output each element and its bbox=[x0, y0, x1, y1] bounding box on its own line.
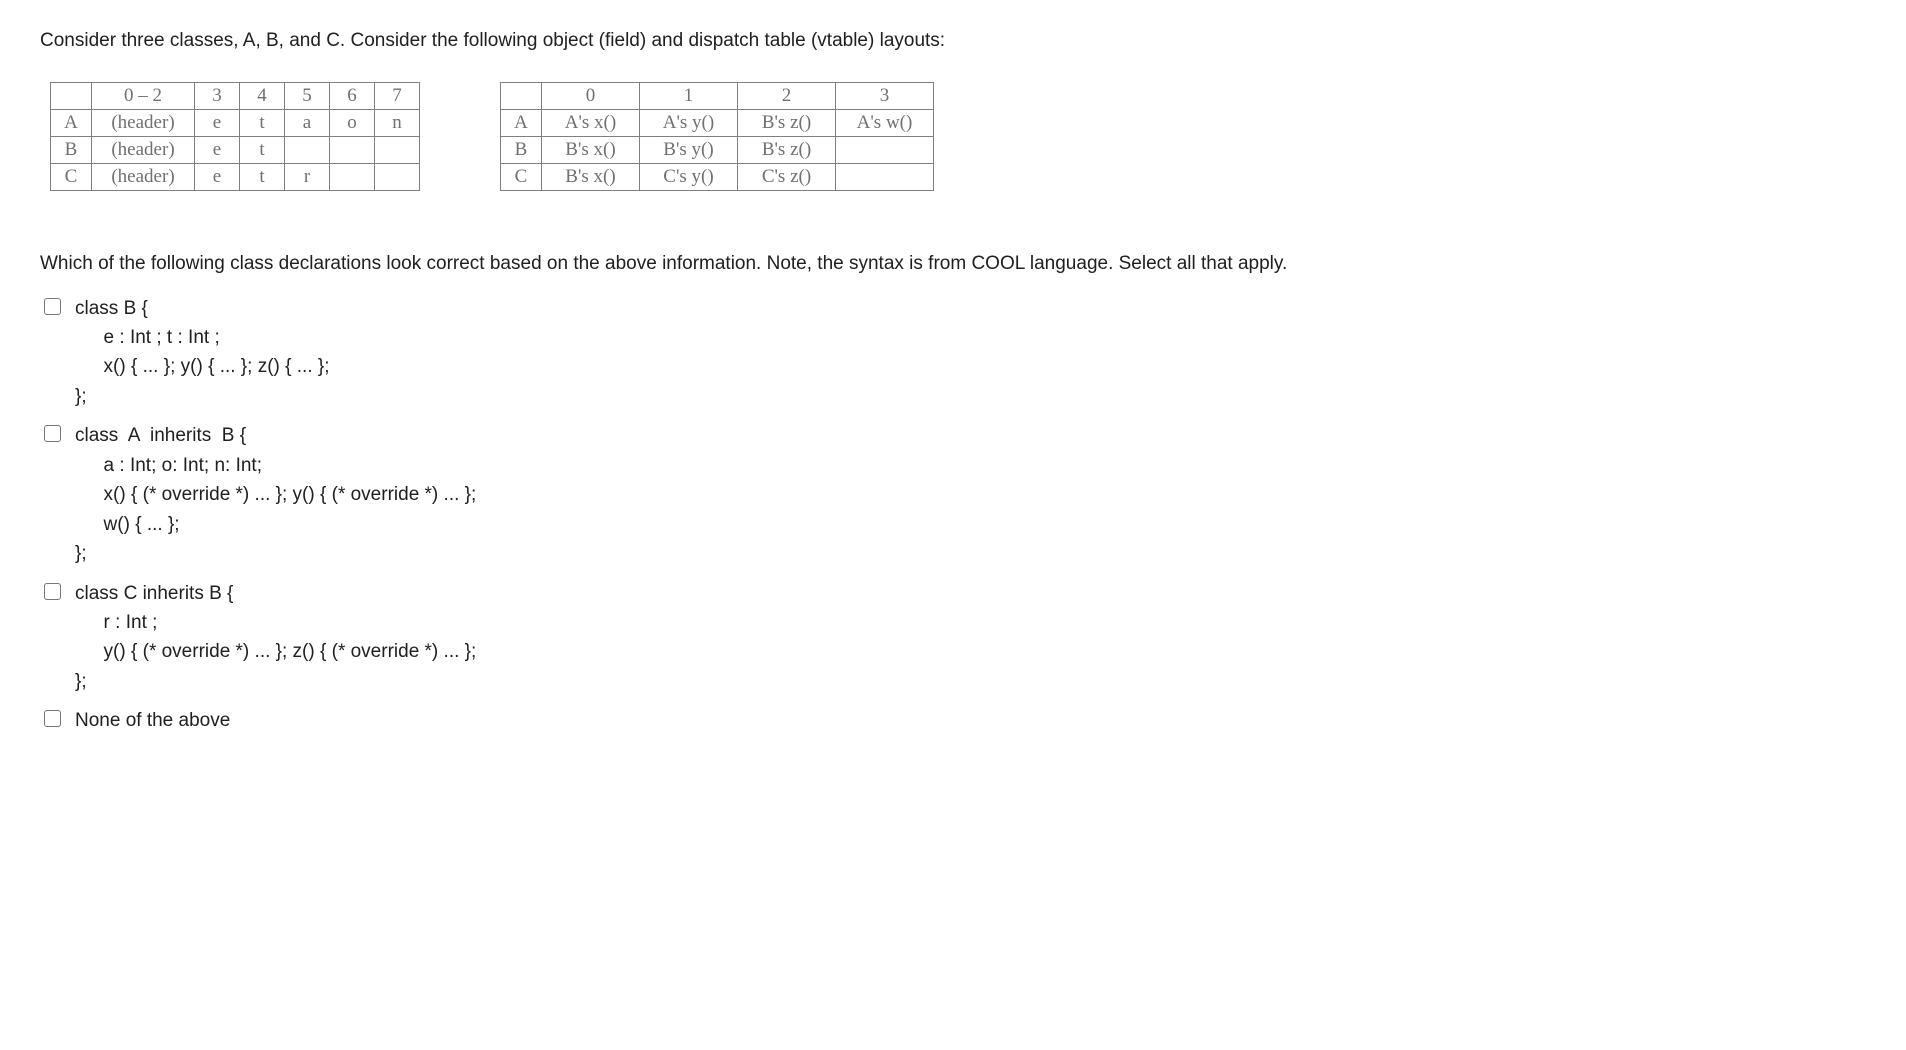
cell: (header) bbox=[92, 164, 195, 191]
header-cell: 5 bbox=[285, 83, 330, 110]
header-cell: 4 bbox=[240, 83, 285, 110]
cell: B's x() bbox=[542, 164, 640, 191]
header-cell: 2 bbox=[738, 83, 836, 110]
table-row: C (header) e t r bbox=[51, 164, 420, 191]
option-3[interactable]: class C inherits B { r : Int ; y() { (* … bbox=[44, 579, 1866, 697]
cell: C's z() bbox=[738, 164, 836, 191]
cell: B's z() bbox=[738, 110, 836, 137]
cell: B's z() bbox=[738, 137, 836, 164]
table-row: B (header) e t bbox=[51, 137, 420, 164]
cell: C's y() bbox=[640, 164, 738, 191]
code-line: }; bbox=[75, 382, 330, 411]
cell: a bbox=[285, 110, 330, 137]
code-line: class B { bbox=[75, 294, 330, 323]
cell: e bbox=[195, 137, 240, 164]
header-cell: 3 bbox=[195, 83, 240, 110]
table-header-row: 0 1 2 3 bbox=[501, 83, 934, 110]
cell: B's y() bbox=[640, 137, 738, 164]
option-1[interactable]: class B { e : Int ; t : Int ; x() { ... … bbox=[44, 294, 1866, 412]
checkbox-icon[interactable] bbox=[44, 710, 61, 727]
cell bbox=[836, 137, 934, 164]
option-text: None of the above bbox=[75, 706, 230, 735]
cell: e bbox=[195, 164, 240, 191]
cell: t bbox=[240, 137, 285, 164]
option-body: None of the above bbox=[75, 706, 230, 735]
option-body: class B { e : Int ; t : Int ; x() { ... … bbox=[75, 294, 330, 412]
header-cell bbox=[501, 83, 542, 110]
cell: A bbox=[51, 110, 92, 137]
cell: A bbox=[501, 110, 542, 137]
cell bbox=[375, 137, 420, 164]
code-line: class A inherits B { bbox=[75, 421, 476, 450]
quiz-page: Consider three classes, A, B, and C. Con… bbox=[0, 0, 1906, 1050]
header-cell bbox=[51, 83, 92, 110]
header-cell: 0 – 2 bbox=[92, 83, 195, 110]
code-line: e : Int ; t : Int ; bbox=[75, 323, 330, 352]
header-cell: 7 bbox=[375, 83, 420, 110]
code-line: x() { (* override *) ... }; y() { (* ove… bbox=[75, 480, 476, 509]
code-line: }; bbox=[75, 667, 476, 696]
table-row: A (header) e t a o n bbox=[51, 110, 420, 137]
cell: A's x() bbox=[542, 110, 640, 137]
options-list: class B { e : Int ; t : Int ; x() { ... … bbox=[44, 294, 1866, 736]
option-body: class A inherits B { a : Int; o: Int; n:… bbox=[75, 421, 476, 568]
header-cell: 0 bbox=[542, 83, 640, 110]
option-body: class C inherits B { r : Int ; y() { (* … bbox=[75, 579, 476, 697]
header-cell: 1 bbox=[640, 83, 738, 110]
cell bbox=[330, 164, 375, 191]
option-4[interactable]: None of the above bbox=[44, 706, 1866, 735]
checkbox-icon[interactable] bbox=[44, 425, 61, 442]
cell: A's w() bbox=[836, 110, 934, 137]
header-cell: 6 bbox=[330, 83, 375, 110]
cell: e bbox=[195, 110, 240, 137]
cell: B's x() bbox=[542, 137, 640, 164]
cell: A's y() bbox=[640, 110, 738, 137]
code-line: x() { ... }; y() { ... }; z() { ... }; bbox=[75, 352, 330, 381]
table-row: A A's x() A's y() B's z() A's w() bbox=[501, 110, 934, 137]
header-cell: 3 bbox=[836, 83, 934, 110]
cell: C bbox=[501, 164, 542, 191]
cell: n bbox=[375, 110, 420, 137]
table-row: B B's x() B's y() B's z() bbox=[501, 137, 934, 164]
code-line: a : Int; o: Int; n: Int; bbox=[75, 451, 476, 480]
code-line: y() { (* override *) ... }; z() { (* ove… bbox=[75, 637, 476, 666]
cell: B bbox=[501, 137, 542, 164]
code-line: class C inherits B { bbox=[75, 579, 476, 608]
tables-row: 0 – 2 3 4 5 6 7 A (header) e t a o n B (… bbox=[50, 82, 1866, 191]
option-2[interactable]: class A inherits B { a : Int; o: Int; n:… bbox=[44, 421, 1866, 568]
checkbox-icon[interactable] bbox=[44, 583, 61, 600]
code-line: r : Int ; bbox=[75, 608, 476, 637]
vtable-table: 0 1 2 3 A A's x() A's y() B's z() A's w(… bbox=[500, 82, 934, 191]
cell bbox=[836, 164, 934, 191]
cell bbox=[330, 137, 375, 164]
cell: t bbox=[240, 164, 285, 191]
code-line: w() { ... }; bbox=[75, 510, 476, 539]
table-header-row: 0 – 2 3 4 5 6 7 bbox=[51, 83, 420, 110]
cell bbox=[285, 137, 330, 164]
question-text: Which of the following class declaration… bbox=[40, 251, 1866, 278]
checkbox-icon[interactable] bbox=[44, 298, 61, 315]
cell bbox=[375, 164, 420, 191]
code-line: }; bbox=[75, 539, 476, 568]
object-layout-table: 0 – 2 3 4 5 6 7 A (header) e t a o n B (… bbox=[50, 82, 420, 191]
cell: r bbox=[285, 164, 330, 191]
intro-text: Consider three classes, A, B, and C. Con… bbox=[40, 30, 1866, 52]
cell: o bbox=[330, 110, 375, 137]
cell: (header) bbox=[92, 137, 195, 164]
cell: C bbox=[51, 164, 92, 191]
cell: t bbox=[240, 110, 285, 137]
cell: (header) bbox=[92, 110, 195, 137]
cell: B bbox=[51, 137, 92, 164]
table-row: C B's x() C's y() C's z() bbox=[501, 164, 934, 191]
